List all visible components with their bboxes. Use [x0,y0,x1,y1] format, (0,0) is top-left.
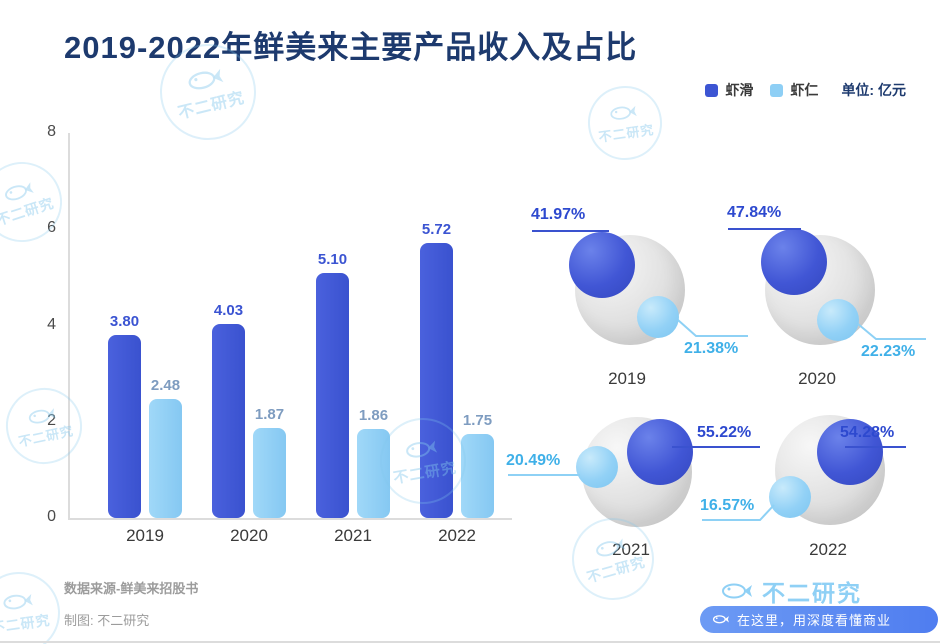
watermark-text: 不二研究 [597,122,656,145]
bar-group-2020: 4.03 1.87 [212,302,286,518]
slogan-text: 在这里，用深度看懂商业 [737,613,892,628]
bubble-xiaren-2021 [576,446,618,488]
bar-wrap: 1.86 [357,406,390,518]
legend-swatch-xiaren [770,83,784,97]
pct-label-xiahua-2019: 41.97% [531,206,586,223]
pct-label-xiaren-2020: 22.23% [861,343,916,360]
bubble-xiaren-2022 [769,476,811,518]
legend-label-xiaren: 虾仁 [790,82,819,98]
watermark-stamp: 不二研究 [0,151,73,253]
bar-wrap: 1.87 [253,406,286,518]
y-axis-line [68,133,70,520]
bar-value-label-2021-xiaren: 1.86 [358,406,389,424]
bar-value-label-2020-xiahua: 4.03 [213,302,244,320]
watermark-text: 不二研究 [0,611,52,636]
leader-line [857,323,926,340]
x-category-label-2021: 2021 [334,526,372,545]
bar-2019-xiaren [149,398,182,518]
pct-label-xiaren-2021: 20.49% [506,452,561,469]
bar-2019-xiahua [108,335,141,518]
bar-wrap: 3.80 [108,313,141,518]
legend-unit-label: 单位: 亿元 [841,82,906,98]
bar-2021-xiahua [316,272,349,518]
data-source: 数据来源-鲜美来招股书 [64,581,199,596]
bar-wrap: 4.03 [212,302,245,518]
bubble-xiaren-2020 [817,299,859,341]
watermark-text: 不二研究 [392,459,459,487]
bar-2021-xiaren [357,428,390,518]
fish-icon [722,583,752,599]
watermark-stamp: 不二研究 [149,33,267,151]
fish-doodle-icon [595,538,626,557]
bar-value-label-2020-xiaren: 1.87 [254,406,285,424]
bar-2022-xiahua [420,242,453,518]
watermark-stamp: 不二研究 [562,508,664,610]
bar-value-label-2022-xiahua: 5.72 [421,220,452,238]
bottom-divider [0,641,940,643]
bar-value-label-2022-xiaren: 1.75 [462,411,493,429]
fish-doodle-icon [4,181,34,200]
x-axis-line [68,518,512,520]
fish-icon-small [712,615,729,624]
watermark-stamp: 不二研究 [0,566,66,644]
leader-line [677,319,748,337]
bar-2020-xiaren [253,428,286,518]
pct-label-xiahua-2022: 54.28% [840,424,895,441]
watermark-stamp: 不二研究 [373,411,473,511]
legend-label-xiahua: 虾滑 [725,82,754,98]
bubble-xiahua-2020 [761,229,827,295]
y-tick-label: 2 [47,411,56,429]
bar-wrap: 5.10 [316,251,349,518]
legend: 虾滑 虾仁 单位: 亿元 [705,80,906,100]
bar-wrap: 1.75 [461,412,494,518]
fish-doodle-icon [3,594,33,610]
brand-name: 不二研究 [762,580,862,606]
x-category-label-2019: 2019 [126,526,164,545]
bar-value-label-2019-xiahua: 3.80 [109,313,140,331]
fish-doodle-icon [610,105,638,120]
bubble-xiaren-2019 [637,296,679,338]
bubble-xiahua-2021 [627,419,693,485]
pct-label-xiaren-2019: 21.38% [684,340,739,357]
bar-wrap: 2.48 [149,377,182,518]
brand-block: 不二研究 [720,574,862,608]
bubble-year-label-2022: 2022 [809,540,847,559]
bar-value-label-2019-xiaren: 2.48 [150,376,181,394]
bar-value-label-2021-xiahua: 5.10 [317,250,348,268]
bar-2020-xiahua [212,324,245,518]
page-title: 2019-2022年鲜美来主要产品收入及占比 [64,30,638,65]
x-category-label-2020: 2020 [230,526,268,545]
y-tick-label: 6 [47,219,56,237]
fish-doodle-icon [405,441,438,458]
chart-credit: 制图: 不二研究 [64,613,150,628]
slogan-pill: 在这里，用深度看懂商业 [700,606,938,633]
y-tick-label: 0 [47,508,56,525]
bar-group-2021: 5.10 1.86 [316,251,390,518]
bubble-year-label-2019: 2019 [608,369,646,388]
bubble-year-label-2021: 2021 [612,540,650,559]
bubble-xiahua-2022 [817,419,883,485]
x-category-label-2022: 2022 [438,526,476,545]
bar-chart-plot: 3.80 2.48 4.03 1.87 5.10 1.86 5.72 1.75 [68,133,512,518]
watermark-stamp: 不二研究 [583,81,667,165]
y-tick-label: 4 [47,315,56,333]
watermark-stamp: 不二研究 [0,380,90,472]
pct-label-xiahua-2021: 55.22% [697,424,752,441]
fish-doodle-icon [28,407,56,424]
bar-wrap: 5.72 [420,221,453,518]
watermark-text: 不二研究 [176,89,247,123]
legend-swatch-xiahua [705,83,719,97]
bar-group-2022: 5.72 1.75 [420,221,494,518]
bubble-year-label-2020: 2020 [798,369,836,388]
y-tick-label: 8 [47,123,56,140]
pct-label-xiahua-2020: 47.84% [727,204,782,221]
bar-2022-xiaren [461,433,494,518]
fish-doodle-icon [188,68,224,90]
pct-label-xiaren-2022: 16.57% [700,497,755,514]
bar-group-2019: 3.80 2.48 [108,313,182,518]
watermark-text: 不二研究 [17,423,76,450]
bubble-xiahua-2019 [569,232,635,298]
